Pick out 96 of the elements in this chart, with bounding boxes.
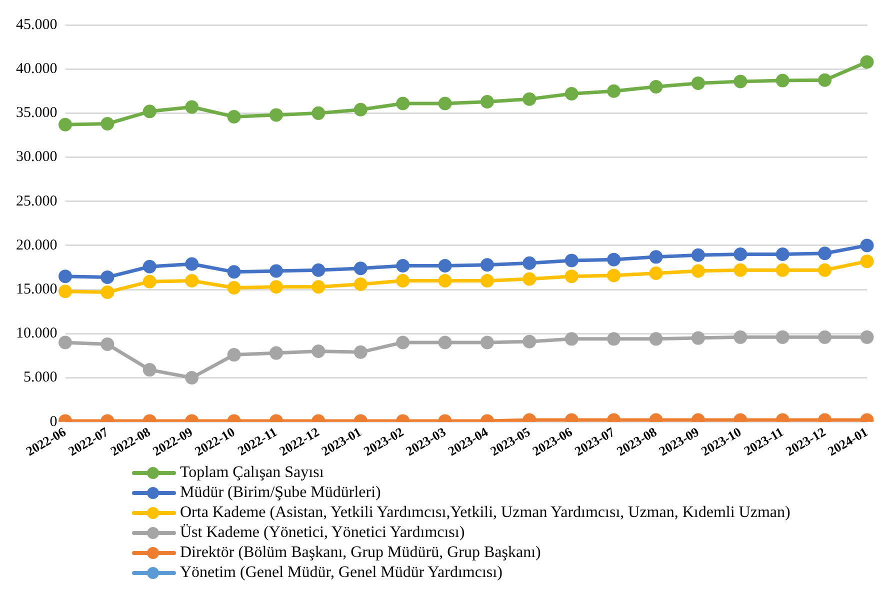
- point: [607, 84, 621, 98]
- point: [142, 104, 156, 118]
- point: [649, 332, 663, 346]
- point: [438, 96, 452, 110]
- point: [776, 248, 790, 262]
- point: [142, 363, 156, 377]
- legend-label: Üst Kademe (Yönetici, Yönetici Yardımcısı): [180, 523, 465, 543]
- point: [818, 73, 832, 87]
- point: [607, 252, 621, 266]
- point: [522, 334, 536, 348]
- point: [354, 262, 368, 276]
- point: [564, 87, 578, 101]
- point: [860, 238, 874, 252]
- point: [58, 118, 72, 132]
- point: [354, 102, 368, 116]
- point: [227, 281, 241, 295]
- point: [522, 272, 536, 286]
- y-tick-label: 20.000: [16, 237, 58, 254]
- y-tick-label: 15.000: [16, 281, 58, 298]
- point: [227, 265, 241, 279]
- point: [227, 348, 241, 362]
- legend-label: Müdür (Birim/Şube Müdürleri): [180, 483, 381, 503]
- point: [607, 332, 621, 346]
- point: [269, 346, 283, 360]
- point: [734, 74, 748, 88]
- point: [818, 263, 832, 277]
- y-tick-label: 35.000: [16, 105, 58, 122]
- point: [354, 345, 368, 359]
- point: [269, 108, 283, 122]
- point: [734, 248, 748, 262]
- y-tick-label: 0: [50, 414, 58, 430]
- point: [312, 106, 326, 120]
- point: [312, 263, 326, 277]
- point: [100, 117, 114, 131]
- point: [649, 80, 663, 94]
- point: [58, 336, 72, 350]
- point: [185, 370, 199, 384]
- point: [438, 336, 452, 350]
- point: [691, 331, 705, 345]
- point: [776, 330, 790, 344]
- point: [564, 270, 578, 284]
- point: [522, 256, 536, 270]
- point: [185, 257, 199, 271]
- point: [185, 274, 199, 288]
- point: [142, 274, 156, 288]
- point: [269, 280, 283, 294]
- y-tick-label: 10.000: [16, 326, 58, 342]
- point: [522, 92, 536, 106]
- point: [480, 94, 494, 108]
- point: [860, 55, 874, 69]
- point: [354, 278, 368, 292]
- legend-label: Yönetim (Genel Müdür, Genel Müdür Yardımcısı): [180, 563, 502, 583]
- point: [564, 254, 578, 268]
- point: [227, 110, 241, 124]
- point: [691, 248, 705, 262]
- point: [480, 274, 494, 288]
- y-tick-label: 5.000: [24, 370, 58, 386]
- legend-label: Direktör (Bölüm Başkanı, Grup Müdürü, Grup Başkanı): [180, 543, 541, 563]
- y-tick-label: 25.000: [16, 193, 58, 210]
- point: [438, 258, 452, 272]
- point: [100, 285, 114, 299]
- point: [58, 270, 72, 284]
- point: [860, 254, 874, 268]
- point: [860, 330, 874, 344]
- point: [312, 280, 326, 294]
- point: [100, 270, 114, 284]
- point: [480, 336, 494, 350]
- point: [691, 264, 705, 278]
- point: [438, 274, 452, 288]
- legend-label: Toplam Çalışan Sayısı: [180, 463, 324, 483]
- point: [776, 74, 790, 88]
- point: [396, 336, 410, 350]
- point: [185, 100, 199, 114]
- point: [396, 258, 410, 272]
- point: [734, 330, 748, 344]
- legend-label: Orta Kademe (Asistan, Yetkili Yardımcısı,Yetkili, Uzman Yardımcısı, Uzman, Kıdemli Uzman): [180, 503, 790, 523]
- point: [734, 263, 748, 277]
- point: [58, 284, 72, 298]
- point: [607, 268, 621, 282]
- point: [269, 264, 283, 278]
- y-tick-label: 40.000: [16, 61, 58, 78]
- point: [100, 337, 114, 351]
- point: [396, 274, 410, 288]
- point: [396, 96, 410, 110]
- point: [776, 263, 790, 277]
- point: [480, 258, 494, 272]
- point: [818, 246, 832, 260]
- point: [564, 332, 578, 346]
- point: [691, 76, 705, 90]
- y-tick-label: 30.000: [16, 149, 58, 166]
- point: [312, 344, 326, 358]
- point: [818, 330, 832, 344]
- point: [142, 260, 156, 274]
- point: [649, 266, 663, 280]
- point: [649, 250, 663, 264]
- y-tick-label: 45.000: [16, 16, 58, 33]
